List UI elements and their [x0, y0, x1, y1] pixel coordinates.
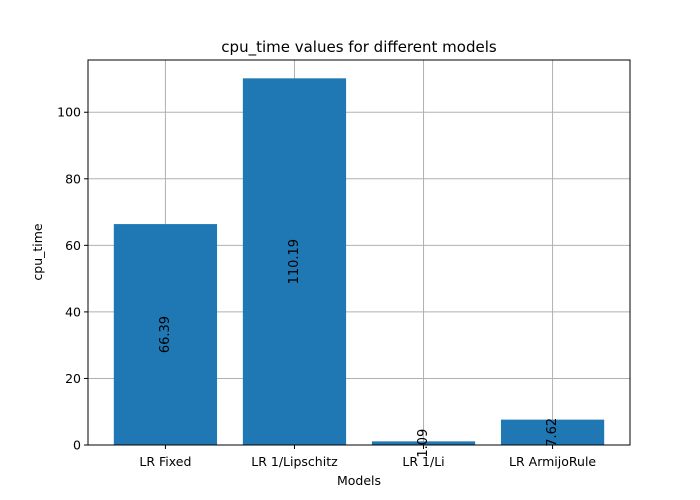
plot-frame [87, 59, 631, 446]
chart-title: cpu_time values for different models [221, 38, 497, 57]
bar [371, 441, 476, 445]
x-tick-label: LR ArmijoRule [509, 454, 596, 469]
data-label: 7.62 [545, 418, 560, 447]
bar [242, 78, 347, 446]
data-labels: 66.39 110.19 1.09 7.62 [158, 239, 560, 458]
x-tick-label: LR Fixed [139, 454, 191, 469]
y-tick-label: 20 [65, 371, 81, 386]
y-tick-label: 0 [73, 438, 81, 453]
data-label: 66.39 [158, 316, 173, 353]
y-tick-label: 80 [65, 171, 81, 186]
y-axis-label: cpu_time [30, 223, 45, 281]
bars [113, 78, 605, 446]
data-label: 110.19 [287, 239, 302, 285]
y-tick-label: 60 [65, 238, 81, 253]
x-tick-label: LR 1/Li [402, 454, 444, 469]
axis-ticks: 0 20 40 60 80 100 LR Fixed LR 1/Lipschitz LR 1/L… [57, 105, 596, 469]
data-label: 1.09 [416, 429, 431, 458]
y-tick-label: 100 [57, 105, 81, 120]
x-axis-label: Models [337, 473, 381, 488]
bar [500, 419, 605, 445]
bar [113, 224, 218, 445]
x-tick-label: LR 1/Lipschitz [251, 454, 338, 469]
y-tick-label: 40 [65, 304, 81, 319]
